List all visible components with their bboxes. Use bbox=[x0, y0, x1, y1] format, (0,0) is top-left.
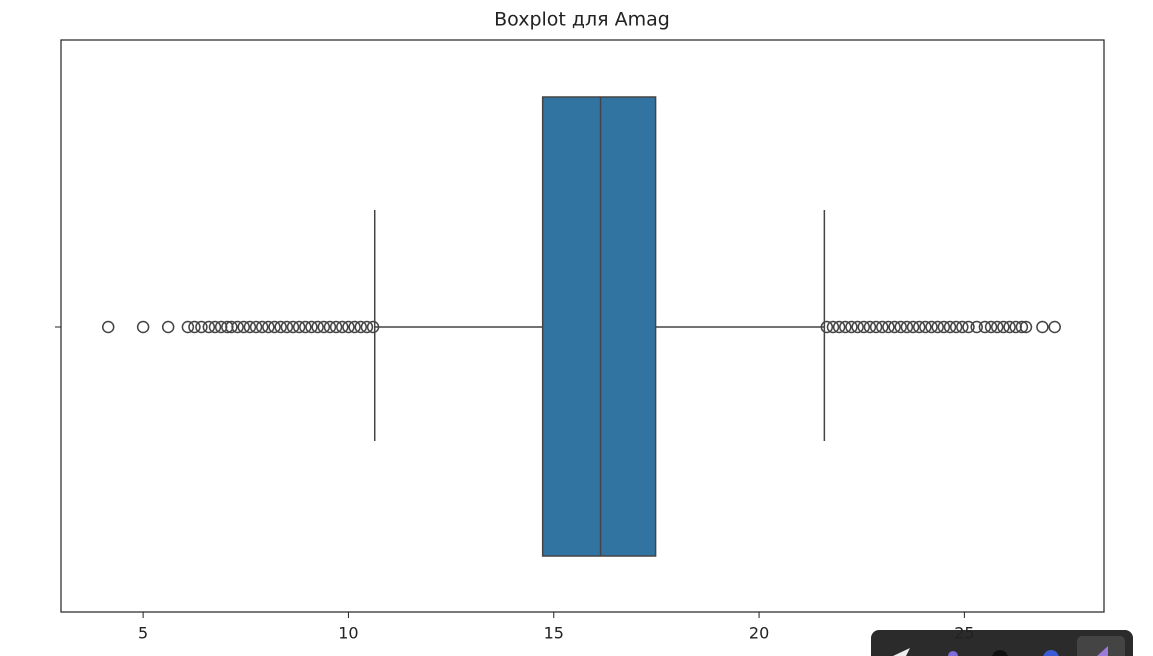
outlier bbox=[931, 320, 944, 334]
outlier bbox=[231, 320, 244, 334]
outlier bbox=[894, 320, 907, 334]
outlier bbox=[181, 320, 195, 334]
outlier bbox=[990, 320, 1004, 334]
outlier bbox=[997, 320, 1010, 334]
outlier bbox=[101, 320, 115, 334]
x-tick-label: 20 bbox=[749, 624, 769, 643]
outlier bbox=[978, 320, 992, 334]
outlier bbox=[255, 320, 269, 334]
outlier bbox=[323, 320, 337, 334]
outlier bbox=[832, 320, 846, 334]
outlier bbox=[1048, 320, 1061, 334]
outlier bbox=[925, 320, 938, 334]
outlier bbox=[188, 320, 201, 334]
outlier bbox=[839, 320, 852, 334]
outlier bbox=[225, 320, 238, 334]
outlier bbox=[348, 320, 361, 334]
outlier bbox=[299, 320, 312, 334]
toolbar-icon bbox=[893, 648, 910, 656]
outlier bbox=[962, 320, 975, 334]
outlier bbox=[906, 320, 920, 334]
outlier bbox=[305, 320, 318, 334]
outlier bbox=[262, 320, 275, 334]
outlier bbox=[882, 320, 895, 334]
outlier bbox=[826, 320, 840, 334]
toolbar-icon bbox=[948, 651, 958, 656]
toolbar-icon[interactable] bbox=[1043, 650, 1059, 656]
outlier bbox=[1036, 320, 1049, 334]
outlier bbox=[937, 320, 951, 334]
outlier bbox=[286, 320, 300, 334]
outlier bbox=[888, 320, 901, 334]
outlier bbox=[876, 320, 889, 334]
outlier bbox=[943, 320, 957, 334]
outlier bbox=[845, 320, 858, 334]
outlier bbox=[900, 320, 914, 334]
outlier bbox=[280, 320, 294, 334]
toolbar-overlay bbox=[871, 630, 1133, 656]
outlier bbox=[869, 320, 883, 334]
outlier bbox=[956, 320, 969, 334]
outlier bbox=[354, 320, 368, 334]
outlier bbox=[136, 320, 150, 334]
outlier bbox=[1015, 320, 1029, 334]
outlier bbox=[161, 320, 175, 334]
outlier bbox=[857, 320, 871, 334]
x-tick-label: 5 bbox=[138, 624, 148, 643]
outlier bbox=[360, 320, 374, 334]
outlier bbox=[311, 320, 324, 334]
outlier bbox=[342, 320, 355, 334]
outlier bbox=[292, 320, 306, 334]
plot-layer bbox=[101, 96, 1061, 557]
outlier bbox=[912, 320, 926, 334]
outlier bbox=[202, 320, 216, 334]
outlier bbox=[237, 320, 250, 334]
outlier bbox=[984, 320, 998, 334]
outlier bbox=[949, 320, 963, 334]
toolbar-icon bbox=[1097, 646, 1108, 656]
toolbar bbox=[871, 630, 1133, 656]
x-tick-label: 10 bbox=[338, 624, 358, 643]
outlier bbox=[243, 320, 257, 334]
outlier bbox=[329, 320, 343, 334]
outlier bbox=[274, 320, 287, 334]
outlier bbox=[317, 320, 331, 334]
outlier bbox=[851, 320, 864, 334]
chart-title: Boxplot для Amag bbox=[494, 9, 670, 31]
x-tick-label: 25 bbox=[954, 624, 974, 643]
outlier bbox=[863, 320, 877, 334]
plot-frame bbox=[60, 39, 1105, 613]
outlier bbox=[820, 320, 834, 334]
outlier bbox=[195, 320, 208, 334]
box bbox=[541, 96, 657, 557]
outlier bbox=[919, 320, 932, 334]
outlier bbox=[1003, 320, 1016, 334]
outlier bbox=[249, 320, 263, 334]
outlier bbox=[366, 320, 380, 334]
toolbar-button[interactable] bbox=[1077, 636, 1125, 656]
toolbar-icon bbox=[992, 650, 1008, 656]
outlier bbox=[1019, 320, 1033, 334]
outlier bbox=[208, 320, 222, 334]
x-tick-label: 15 bbox=[544, 624, 564, 643]
outlier bbox=[336, 320, 349, 334]
outlier bbox=[970, 320, 983, 334]
outlier bbox=[268, 320, 281, 334]
